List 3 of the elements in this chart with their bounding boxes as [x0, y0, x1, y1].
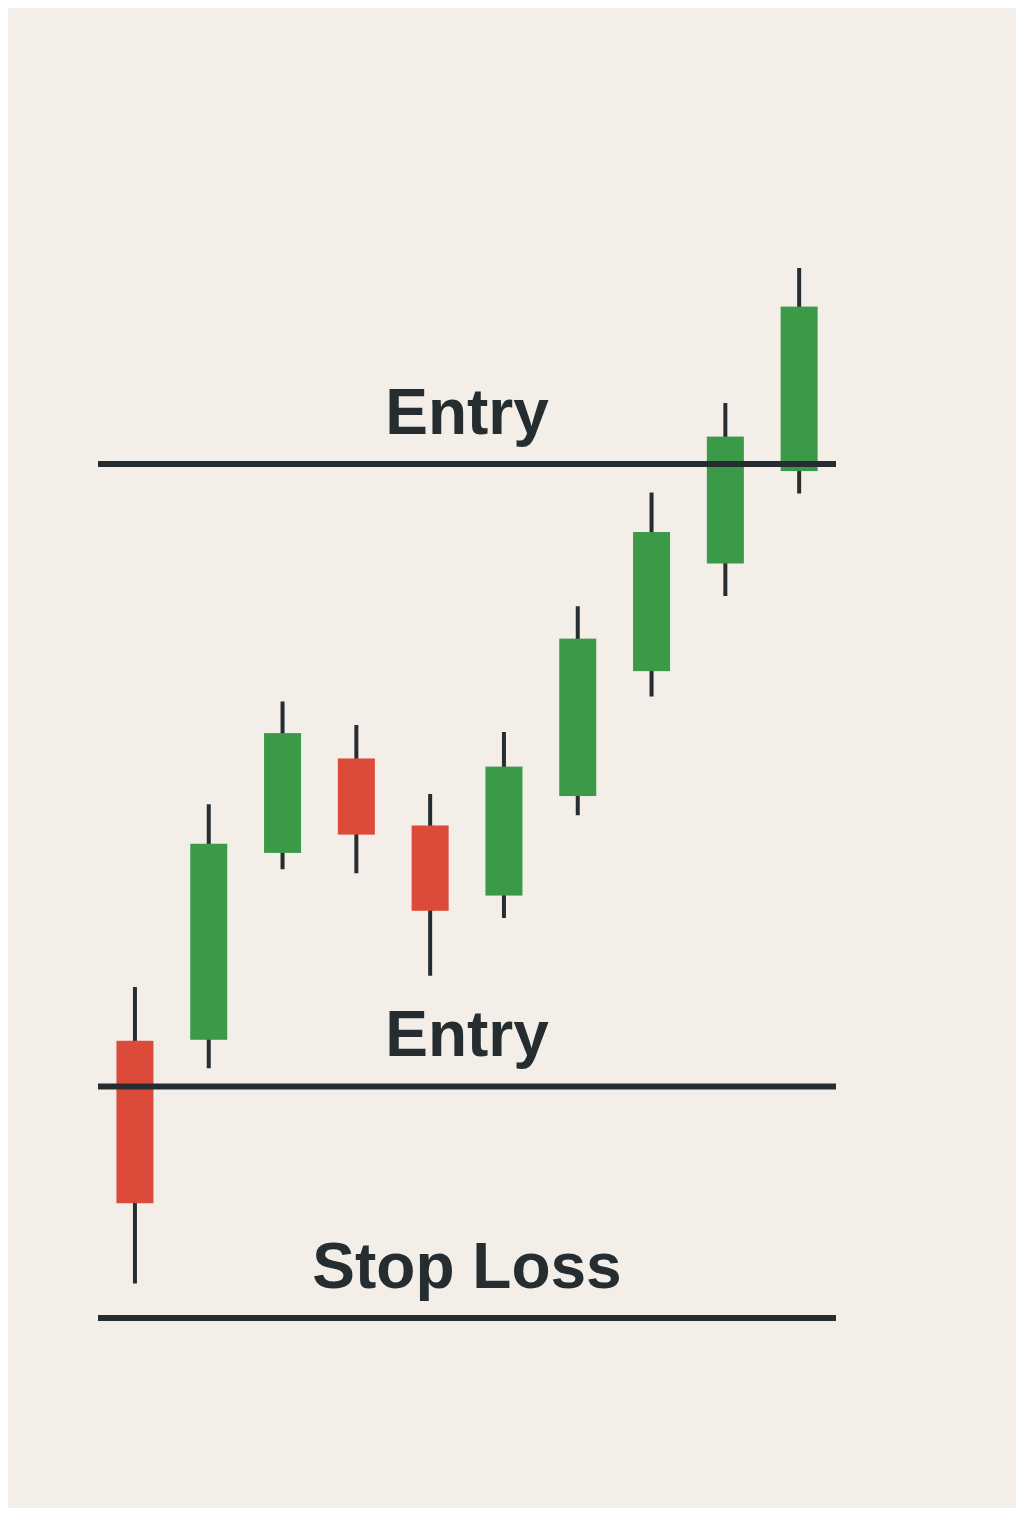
ref-line-label: Entry [385, 998, 550, 1071]
ref-line-label: Stop Loss [312, 1230, 622, 1302]
ref-line-label: Entry [385, 375, 550, 448]
